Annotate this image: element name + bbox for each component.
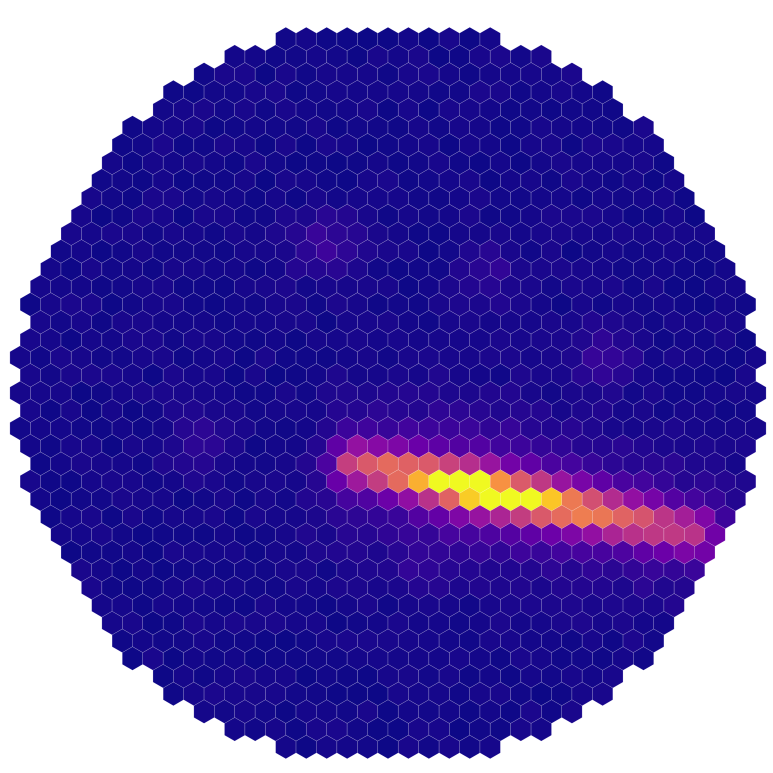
camera-pixel (530, 717, 552, 742)
camera-pixel (633, 646, 654, 671)
camera-pixel (479, 734, 501, 760)
camera-pixel (561, 699, 583, 724)
camera-pixel (592, 681, 613, 706)
